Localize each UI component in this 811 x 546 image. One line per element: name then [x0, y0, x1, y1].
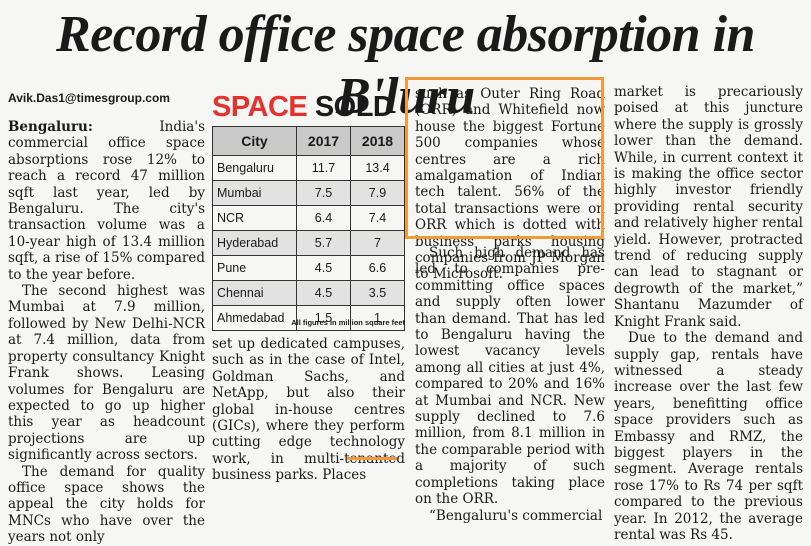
value-2017-cell: 6.4: [296, 205, 351, 231]
highlighted-excerpt: such as Outer Ring Road (ORR) and Whitef…: [415, 86, 605, 283]
value-2018-cell: 7.4: [350, 205, 405, 231]
header-2017: 2017: [296, 126, 351, 156]
value-2017-cell: 7.5: [296, 180, 351, 206]
value-2018-cell: 1: [350, 305, 405, 331]
table-row: Ahmedabad 1.5 1: [212, 305, 405, 331]
article-paragraph: set up dedicated campuses, such as in th…: [212, 336, 405, 484]
article-paragraph: Bengaluru: India's commercial office spa…: [8, 119, 205, 283]
space-sold-infobox: SPACE SOLD City 2017 2018 Bengaluru 11.7 1…: [210, 92, 407, 332]
table-footnote: All figures in million square feet: [291, 318, 405, 327]
byline: Avik.Das1@timesgroup.com: [8, 91, 170, 105]
value-2017-cell: 5.7: [296, 230, 351, 256]
article-column-2: set up dedicated campuses, such as in th…: [212, 336, 405, 484]
value-2018-cell: 7: [350, 230, 405, 256]
table-row: Pune 4.5 6.6: [212, 255, 405, 281]
space-sold-table: City 2017 2018 Bengaluru 11.7 13.4 Mumbai 7…: [212, 126, 405, 331]
article-paragraph: market is precariously poised at this ju…: [614, 84, 803, 330]
table-row: Chennai 4.5 3.5: [212, 280, 405, 306]
value-2017-cell: 11.7: [296, 155, 351, 181]
article-paragraph: The demand for quality office space show…: [8, 463, 205, 546]
table-header-row: City 2017 2018: [212, 126, 405, 156]
article-paragraph: Due to the demand and supply gap, rental…: [614, 330, 803, 543]
dateline: Bengaluru:: [8, 119, 93, 135]
article-column-4: market is precariously poised at this ju…: [614, 84, 803, 543]
value-2018-cell: 13.4: [350, 155, 405, 181]
paragraph-text: India's commercial office space absorpti…: [8, 119, 205, 283]
infobox-title-accent: SPACE: [212, 91, 308, 123]
infobox-title-rest: SOLD: [307, 91, 394, 123]
header-city: City: [212, 126, 297, 156]
article-paragraph: such as Outer Ring Road (ORR) and Whitef…: [415, 86, 605, 283]
city-cell: Chennai: [212, 280, 297, 306]
infobox-title: SPACE SOLD: [212, 91, 394, 123]
city-cell: Mumbai: [212, 180, 297, 206]
city-cell: Pune: [212, 255, 297, 281]
value-2017-cell: 4.5: [296, 280, 351, 306]
city-cell: Bengaluru: [212, 155, 297, 181]
city-cell: Hyderabad: [212, 230, 297, 256]
table-row: NCR 6.4 7.4: [212, 205, 405, 231]
header-2018: 2018: [350, 126, 405, 156]
table-row: Mumbai 7.5 7.9: [212, 180, 405, 206]
highlight-underline: [347, 457, 397, 460]
article-paragraph: “Bengaluru's commercial: [429, 507, 603, 524]
article-paragraph: Such high demand has led to companies pr…: [415, 245, 605, 508]
value-2018-cell: 3.5: [350, 280, 405, 306]
article-paragraph: The second highest was Mumbai at 7.9 mil…: [8, 283, 205, 464]
highlight-box: [405, 77, 604, 239]
table-row: Bengaluru 11.7 13.4: [212, 155, 405, 181]
article-column-3: Such high demand has led to companies pr…: [415, 245, 605, 524]
city-cell: Ahmedabad: [212, 305, 297, 331]
value-2018-cell: 7.9: [350, 180, 405, 206]
value-2018-cell: 6.6: [350, 255, 405, 281]
value-2017-cell: 4.5: [296, 255, 351, 281]
city-cell: NCR: [212, 205, 297, 231]
article-column-1: Bengaluru: India's commercial office spa…: [8, 119, 205, 546]
table-row: Hyderabad 5.7 7: [212, 230, 405, 256]
